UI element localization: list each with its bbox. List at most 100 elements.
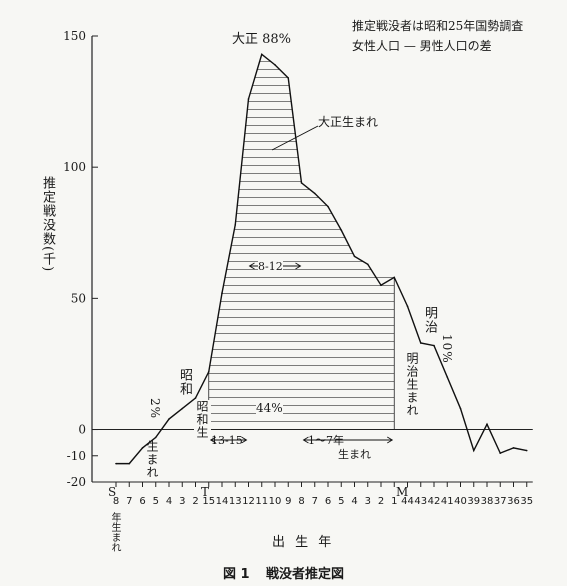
annotation-taisho-44: 44% — [256, 400, 283, 416]
annotation-showa-pct: 2% — [148, 398, 162, 420]
figure-caption: 図 1 戦没者推定図 — [0, 563, 567, 582]
x-tick-label: 41 — [441, 496, 454, 507]
x-tick-label: 15 — [202, 496, 215, 507]
figure-title: 戦没者推定図 — [266, 567, 345, 582]
annotation-meiji-born: 明治生まれ — [405, 352, 419, 417]
data-point — [486, 423, 488, 426]
x-tick-label: 39 — [467, 496, 480, 507]
x-tick-label: 3 — [179, 496, 185, 507]
data-point — [459, 407, 462, 410]
leader-line-taisho-born — [271, 125, 319, 151]
x-tick-label: 2 — [192, 496, 198, 507]
annotation-born-suffix: 生まれ — [338, 448, 371, 461]
data-point — [207, 371, 210, 373]
data-point — [154, 436, 157, 439]
x-tick-label: 11 — [255, 496, 268, 507]
x-tick-label: 40 — [454, 496, 467, 507]
x-tick-label: 42 — [428, 496, 441, 507]
range-brackets — [209, 125, 394, 444]
data-point — [247, 98, 250, 100]
hatched-area — [208, 61, 395, 430]
x-tick-label: 8 — [298, 496, 304, 507]
x-tick-label: 44 — [401, 496, 414, 507]
annotation-meiji-label: 明治 — [422, 306, 437, 334]
data-point — [419, 342, 422, 344]
x-tick-labels: 8 7 6 5 4 3 2 15 14 13 12 11 10 9 8 7 6 5 4 3 2 1 44 43 42 41 40 39… — [113, 496, 533, 507]
axes — [91, 35, 533, 487]
source-note-line1: 推定戦没者は昭和25年国勢調査 — [352, 19, 524, 33]
annotation-range-1-7: 1〜7年 — [308, 434, 344, 447]
y-axis-label: 推定戦没数(千) — [40, 176, 55, 273]
data-point — [472, 449, 475, 452]
annotation-meiji-pct: 10% — [440, 334, 454, 364]
data-point — [406, 305, 409, 308]
x-tick-label: 10 — [269, 496, 282, 507]
x-tick-label: 12 — [242, 496, 255, 507]
series-line — [115, 53, 528, 465]
y-tick-label: -10 — [67, 449, 86, 463]
bracket-1-7-head-right — [387, 436, 394, 444]
x-tick-label: 9 — [285, 496, 291, 507]
data-point — [141, 447, 144, 449]
data-point — [393, 276, 396, 279]
showa-born-tick-label: 年生まれ — [109, 512, 120, 552]
y-tick-label: 0 — [78, 423, 86, 437]
era-label-taisho: T — [201, 485, 210, 499]
era-label-meiji: M — [396, 485, 409, 499]
data-point — [433, 344, 435, 347]
source-note-line2: 女性人口 — 男性人口の差 — [352, 39, 492, 53]
figure-number: 図 1 — [222, 567, 250, 582]
bracket-13-15-head-left — [209, 436, 216, 444]
data-point — [260, 53, 263, 56]
x-tick-label: 4 — [351, 496, 357, 507]
data-point — [168, 418, 170, 420]
annotation-taisho-born: 大正生まれ — [318, 115, 379, 129]
data-point — [274, 64, 276, 66]
data-point — [499, 452, 502, 454]
y-tick-label: -20 — [67, 475, 86, 489]
bracket-8-12-head-right — [295, 262, 302, 270]
data-point — [287, 77, 290, 79]
data-point — [380, 284, 382, 287]
data-point — [446, 376, 449, 378]
x-tick-label: 3 — [365, 496, 371, 507]
x-tick-label: 2 — [378, 496, 384, 507]
annotation-range-8-12: 8-12 — [258, 259, 283, 275]
y-tick-labels: 150 100 50 0 -10 -20 — [63, 29, 86, 489]
annotation-taisho-peak: 大正 88% — [232, 32, 292, 47]
x-tick-label: 13 — [229, 496, 242, 507]
data-point — [194, 397, 197, 399]
x-tick-label: 14 — [216, 496, 229, 507]
data-point — [353, 255, 356, 258]
x-tick-label: 6 — [139, 496, 145, 507]
x-tick-label: 37 — [494, 496, 507, 507]
era-label-showa: S — [108, 485, 117, 499]
x-tick-label: 8 — [113, 496, 119, 507]
x-tick-label: 7 — [126, 496, 132, 507]
data-point — [181, 407, 184, 410]
annotation-showa-born: 生まれ — [145, 440, 159, 479]
annotation-showa-vertical: 昭和生 — [194, 400, 211, 439]
x-tick-label: 43 — [414, 496, 427, 507]
series-polyline — [116, 53, 527, 465]
y-tick-label: 100 — [63, 160, 86, 174]
data-point — [300, 182, 303, 184]
annotation-showa-label: 昭和 — [177, 368, 192, 396]
x-tick-label: 6 — [325, 496, 331, 507]
x-tick-label: 5 — [338, 496, 344, 507]
bracket-1-7-head-left — [302, 436, 309, 444]
x-tick-label: 36 — [507, 496, 520, 507]
x-tick-label: 35 — [520, 496, 533, 507]
x-tick-label: 7 — [312, 496, 318, 507]
data-point — [313, 192, 316, 195]
x-axis-label: 出 生 年 — [272, 535, 335, 550]
data-point — [512, 447, 515, 449]
y-tick-label: 150 — [63, 29, 86, 43]
y-tick-label: 50 — [71, 291, 86, 305]
data-point — [525, 449, 528, 452]
bracket-13-15-head-right — [241, 436, 248, 444]
data-point — [115, 462, 117, 465]
x-tick-label: 1 — [391, 496, 397, 507]
data-point — [366, 263, 369, 266]
